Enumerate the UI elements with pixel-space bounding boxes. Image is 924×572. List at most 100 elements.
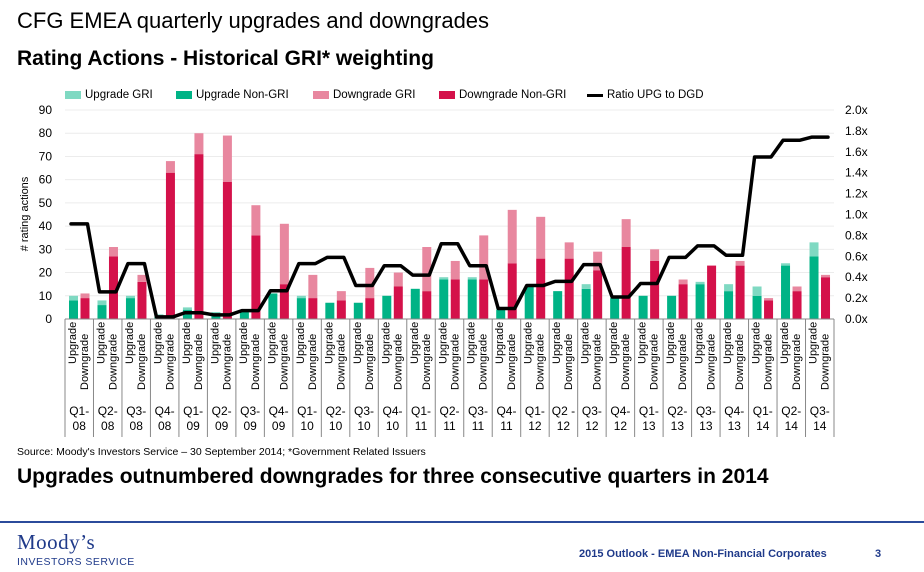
bar-upgrade-gri	[468, 277, 477, 279]
gridlines	[65, 110, 834, 296]
x-category-label: Q3-	[810, 404, 830, 418]
x-bar-label: Downgrade	[506, 334, 518, 390]
bar-upgrade-non-gri	[411, 289, 420, 319]
x-category-label: 11	[443, 419, 456, 433]
bar-upgrade-gri	[724, 284, 733, 291]
x-bar-label: Downgrade	[649, 334, 661, 390]
y-tick-label: 60	[39, 173, 53, 187]
x-category-label: 11	[415, 419, 428, 433]
x-bar-label: Upgrade	[67, 322, 79, 364]
bar-downgrade-non-gri	[565, 259, 574, 319]
bar-downgrade-gri	[821, 275, 830, 277]
x-bar-label: Downgrade	[734, 334, 746, 390]
bar-upgrade-gri	[126, 296, 135, 298]
x-bar-label: Downgrade	[677, 334, 689, 390]
x-bar-label: Upgrade	[181, 322, 193, 364]
bar-downgrade-gri	[251, 205, 260, 235]
bar-downgrade-gri	[194, 133, 203, 154]
x-bar-label: Downgrade	[364, 334, 376, 390]
bar-downgrade-non-gri	[508, 263, 517, 319]
x-category-label: Q4-	[724, 404, 744, 418]
x-bar-label: Downgrade	[164, 334, 176, 390]
bar-upgrade-non-gri	[382, 296, 391, 319]
x-category-label: 14	[756, 419, 770, 433]
x-category-label: 08	[101, 419, 115, 433]
bar-downgrade-non-gri	[166, 173, 175, 319]
bar-downgrade-non-gri	[422, 291, 431, 319]
bar-upgrade-non-gri	[69, 300, 78, 319]
bar-downgrade-non-gri	[536, 259, 545, 319]
x-bar-label: Upgrade	[722, 322, 734, 364]
x-category-label: Q3-	[468, 404, 488, 418]
bar-upgrade-non-gri	[97, 305, 106, 319]
x-category-label: 08	[158, 419, 172, 433]
bar-downgrade-non-gri	[821, 277, 830, 319]
x-bar-label: Upgrade	[238, 322, 250, 364]
x-bar-label: Upgrade	[266, 322, 278, 364]
x-category-label: Q3-	[240, 404, 260, 418]
x-category-label: Q1-	[183, 404, 203, 418]
x-category-label: Q3-	[696, 404, 716, 418]
bar-downgrade-non-gri	[793, 291, 802, 319]
x-category-label: 12	[528, 419, 542, 433]
x-bar-label: Downgrade	[307, 334, 319, 390]
x-bar-label: Downgrade	[791, 334, 803, 390]
x-bar-label: Upgrade	[637, 322, 649, 364]
x-category-label: Q4-	[496, 404, 516, 418]
source-note: Source: Moody's Investors Service – 30 S…	[17, 446, 426, 458]
bar-upgrade-non-gri	[724, 291, 733, 319]
bar-downgrade-non-gri	[308, 298, 317, 319]
x-bar-label: Upgrade	[124, 322, 136, 364]
bar-downgrade-non-gri	[394, 286, 403, 319]
x-bar-label: Downgrade	[79, 334, 91, 390]
bar-downgrade-gri	[280, 224, 289, 284]
x-category-label: 08	[73, 419, 87, 433]
x-bar-label: Upgrade	[437, 322, 449, 364]
x-bar-label: Downgrade	[392, 334, 404, 390]
y-tick-label: 80	[39, 126, 53, 140]
x-category-label: Q2 -	[552, 404, 575, 418]
y2-tick-label: 1.8x	[845, 124, 868, 138]
x-bar-label: Upgrade	[580, 322, 592, 364]
bar-upgrade-non-gri	[439, 280, 448, 319]
bar-downgrade-gri	[536, 217, 545, 259]
x-category-label: Q1-	[69, 404, 89, 418]
bar-downgrade-non-gri	[223, 182, 232, 319]
bar-downgrade-gri	[764, 298, 773, 300]
x-bar-label: Downgrade	[278, 334, 290, 390]
y2-tick-label: 0.4x	[845, 270, 868, 284]
bar-upgrade-non-gri	[268, 293, 277, 319]
x-category-label: 11	[472, 419, 485, 433]
bar-downgrade-gri	[736, 261, 745, 266]
bar-upgrade-gri	[810, 242, 819, 256]
bar-downgrade-non-gri	[593, 270, 602, 319]
x-bar-label: Upgrade	[523, 322, 535, 364]
bar-downgrade-gri	[650, 249, 659, 261]
y2-tick-label: 2.0x	[845, 103, 868, 117]
bar-upgrade-non-gri	[781, 266, 790, 319]
x-bar-label: Upgrade	[808, 322, 820, 364]
x-category-label: 13	[728, 419, 742, 433]
y2-tick-label: 1.4x	[845, 166, 868, 180]
bar-upgrade-non-gri	[667, 296, 676, 319]
y-axis-right: 0.0x0.2x0.4x0.6x0.8x1.0x1.2x1.4x1.6x1.8x…	[845, 103, 868, 326]
bar-downgrade-gri	[137, 275, 146, 282]
bar-upgrade-non-gri	[753, 296, 762, 319]
y-tick-label: 20	[39, 266, 53, 280]
bar-downgrade-non-gri	[337, 300, 346, 319]
bar-downgrade-gri	[109, 247, 118, 256]
x-category-label: Q4-	[269, 404, 289, 418]
y-tick-label: 40	[39, 219, 53, 233]
x-bar-label: Downgrade	[563, 334, 575, 390]
x-category-label: 13	[699, 419, 713, 433]
x-bar-label: Upgrade	[551, 322, 563, 364]
bar-upgrade-non-gri	[297, 298, 306, 319]
chart: 0102030405060708090 0.0x0.2x0.4x0.6x0.8x…	[0, 0, 924, 445]
bar-upgrade-gri	[439, 277, 448, 279]
bar-downgrade-non-gri	[81, 298, 90, 319]
y2-tick-label: 0.8x	[845, 228, 868, 242]
x-category-label: 10	[300, 419, 314, 433]
x-bar-label: Upgrade	[380, 322, 392, 364]
bar-downgrade-non-gri	[479, 280, 488, 319]
y-axis-label: # rating actions	[19, 176, 31, 251]
